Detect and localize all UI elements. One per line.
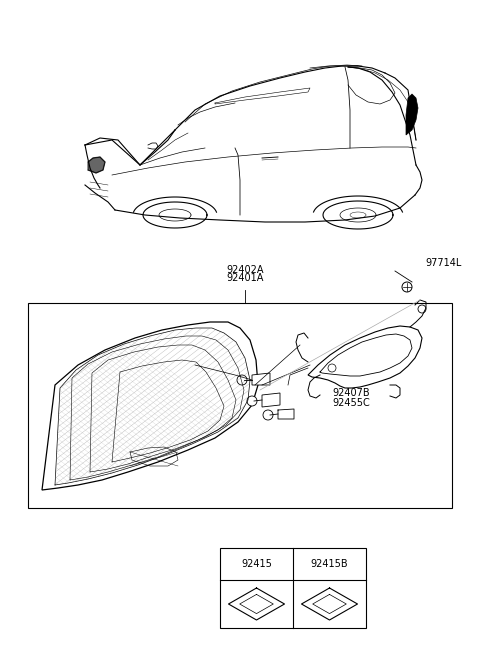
Text: 92455C: 92455C	[332, 398, 370, 408]
Bar	[220, 548, 366, 628]
Polygon shape	[262, 393, 280, 407]
Circle shape	[247, 396, 257, 406]
Circle shape	[263, 410, 273, 420]
Circle shape	[328, 364, 336, 372]
Circle shape	[418, 305, 426, 313]
Text: 92415B: 92415B	[311, 559, 348, 569]
Polygon shape	[88, 157, 105, 173]
Text: 97714L: 97714L	[425, 258, 461, 268]
Polygon shape	[308, 326, 422, 388]
Circle shape	[237, 375, 247, 385]
Text: 92401A: 92401A	[226, 273, 264, 283]
Bar	[28, 303, 452, 508]
Polygon shape	[406, 94, 418, 135]
Circle shape	[402, 282, 412, 292]
Text: 92415: 92415	[241, 559, 272, 569]
Text: 92402A: 92402A	[226, 265, 264, 275]
Polygon shape	[252, 373, 270, 385]
Polygon shape	[42, 322, 258, 490]
Text: 92407B: 92407B	[332, 388, 370, 398]
